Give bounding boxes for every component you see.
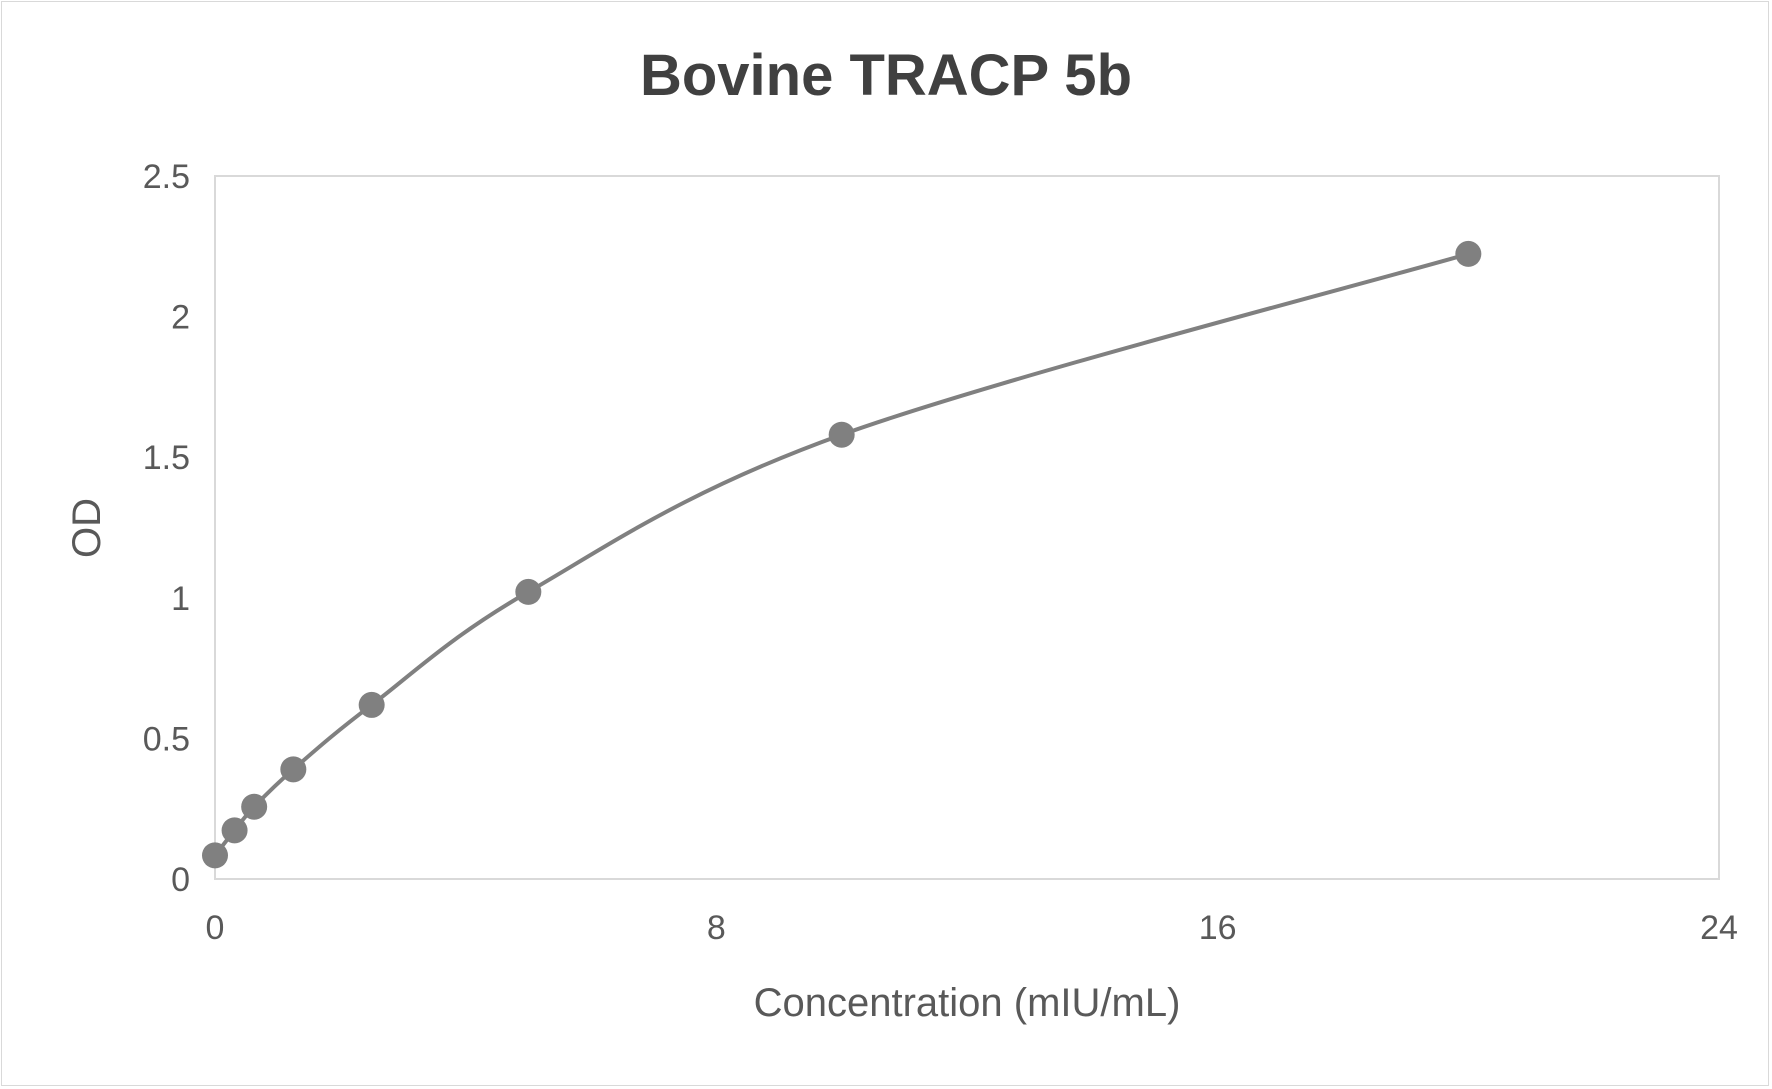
data-point: [828, 421, 855, 448]
chart-title: Bovine TRACP 5b: [640, 43, 1132, 108]
x-tick-label: 24: [1700, 909, 1738, 947]
data-point: [241, 793, 268, 820]
x-tick-label: 8: [707, 909, 726, 947]
x-tick-label: 0: [206, 909, 225, 947]
y-tick-label: 1: [171, 580, 190, 618]
series-line: [213, 251, 1469, 857]
data-point: [1455, 240, 1482, 267]
data-point: [280, 756, 307, 783]
data-point: [202, 842, 228, 869]
y-tick-label: 1.5: [143, 439, 190, 477]
y-tick-label: 0.5: [143, 720, 190, 758]
data-point: [221, 817, 248, 844]
data-point: [358, 691, 385, 718]
x-axis-label: Concentration (mIU/mL): [754, 981, 1181, 1025]
plot-area: [214, 175, 1720, 880]
y-axis-label: OD: [65, 498, 109, 558]
y-tick-label: 2.5: [143, 158, 190, 196]
x-tick-label: 16: [1199, 909, 1237, 947]
y-tick-label: 0: [171, 861, 190, 899]
data-point: [515, 578, 542, 605]
y-tick-label: 2: [171, 299, 190, 337]
